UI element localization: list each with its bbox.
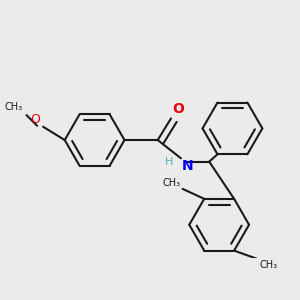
Text: CH₃: CH₃ (4, 103, 22, 112)
Text: H: H (165, 157, 174, 167)
Text: CH₃: CH₃ (259, 260, 277, 270)
Text: N: N (182, 159, 194, 173)
Text: CH₃: CH₃ (163, 178, 181, 188)
Text: O: O (31, 113, 40, 126)
Text: O: O (173, 102, 184, 116)
